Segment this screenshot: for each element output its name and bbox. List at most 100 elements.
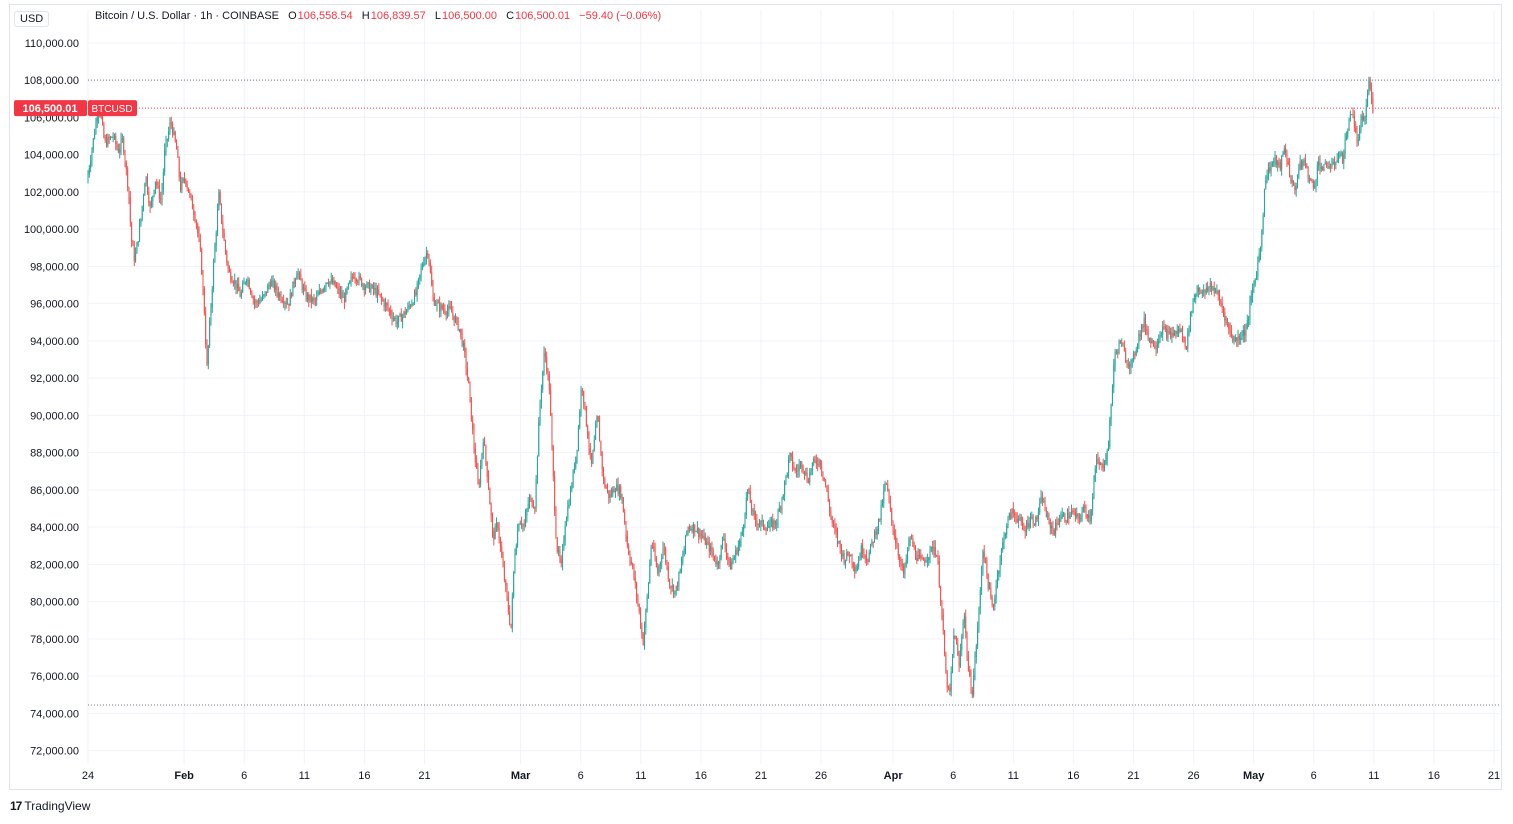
- candle-body: [451, 307, 453, 313]
- currency-label[interactable]: USD: [14, 11, 50, 27]
- candle: [751, 499, 753, 516]
- candle-body: [326, 282, 328, 284]
- candle-body: [628, 545, 630, 555]
- candle: [186, 180, 188, 192]
- candle-body: [235, 280, 237, 289]
- candle-body: [350, 277, 352, 282]
- candle-body: [1037, 512, 1039, 520]
- candle: [1294, 182, 1296, 195]
- candle: [1088, 510, 1090, 523]
- candle: [659, 561, 661, 573]
- candle: [310, 288, 312, 309]
- candle-body: [1179, 328, 1181, 332]
- candle: [1299, 154, 1301, 171]
- candle: [727, 552, 729, 566]
- candle: [626, 530, 628, 549]
- candle: [324, 285, 326, 293]
- candle: [723, 533, 725, 541]
- last-price-tag: 106,500.01 BTCUSD: [14, 100, 137, 117]
- candle-body: [522, 524, 524, 526]
- candle: [400, 308, 402, 322]
- candle: [403, 310, 405, 318]
- candle-body: [1096, 458, 1098, 469]
- candle-body: [856, 566, 858, 572]
- candle: [606, 483, 608, 494]
- candle-body: [116, 144, 118, 149]
- candle-body: [940, 586, 942, 603]
- candle: [532, 500, 534, 509]
- y-tick-label: 110,000.00: [25, 38, 79, 50]
- candle: [729, 557, 731, 570]
- candle: [1167, 325, 1169, 342]
- symbol-title[interactable]: Bitcoin / U.S. Dollar · 1h · COINBASE: [95, 10, 279, 22]
- candle: [1311, 178, 1313, 184]
- candle-body: [566, 518, 568, 526]
- candle: [305, 285, 307, 302]
- candle: [912, 534, 914, 548]
- candle-body: [255, 301, 257, 303]
- candle-body: [498, 527, 500, 539]
- candle: [629, 550, 631, 566]
- candle: [514, 548, 516, 574]
- candle: [1360, 114, 1362, 134]
- candle-body: [222, 221, 224, 233]
- candle-body: [596, 416, 598, 427]
- candle-body: [353, 277, 355, 279]
- candle-body: [616, 484, 618, 491]
- candle: [621, 493, 623, 504]
- candle-body: [461, 333, 463, 346]
- candle-body: [1244, 330, 1246, 336]
- candle: [125, 160, 127, 176]
- candle: [131, 221, 133, 248]
- candle: [251, 290, 253, 299]
- candle-body: [1180, 330, 1182, 332]
- candle-body: [889, 500, 891, 509]
- candle: [1126, 359, 1128, 368]
- candle: [686, 530, 688, 537]
- candle-body: [384, 303, 386, 307]
- y-tick-label: 90,000.00: [30, 410, 79, 422]
- candle: [375, 282, 377, 298]
- candle-body: [373, 285, 375, 290]
- candle: [339, 285, 341, 300]
- open-value: 106,558.54: [297, 10, 353, 22]
- candle-body: [1300, 161, 1302, 168]
- candle: [349, 280, 351, 285]
- candle-body: [517, 530, 519, 546]
- candle-body: [157, 185, 159, 187]
- candle-body: [1088, 515, 1090, 518]
- candle: [156, 178, 158, 190]
- candle-body: [1029, 517, 1031, 524]
- candle-body: [1051, 526, 1053, 529]
- candle-body: [1007, 517, 1009, 526]
- tradingview-logo[interactable]: 17 TradingView: [10, 799, 90, 813]
- candle: [749, 484, 751, 504]
- x-tick-label: May: [1243, 770, 1265, 782]
- candle: [581, 387, 583, 397]
- candle: [218, 188, 220, 211]
- candle-body: [1144, 317, 1146, 330]
- candle-body: [1085, 508, 1087, 515]
- candle: [343, 292, 345, 310]
- candle-body: [431, 272, 433, 286]
- candle-body: [489, 488, 491, 505]
- change-value: −59.40 (−0.06%): [579, 10, 662, 22]
- candle-body: [904, 564, 906, 575]
- candle: [1018, 515, 1020, 529]
- candle-body: [749, 491, 751, 503]
- candle-body: [160, 198, 162, 200]
- candle: [1217, 289, 1219, 301]
- candle-body: [342, 296, 344, 298]
- candle-body: [860, 545, 862, 558]
- candle-body: [258, 302, 260, 304]
- candle: [992, 603, 994, 611]
- candle: [1278, 157, 1280, 168]
- candle-body: [986, 559, 988, 575]
- candle: [1303, 157, 1305, 166]
- candle-body: [1303, 160, 1305, 162]
- candle-body: [510, 623, 512, 628]
- candle: [228, 265, 230, 273]
- candle-body: [1121, 342, 1123, 344]
- candle: [316, 290, 318, 306]
